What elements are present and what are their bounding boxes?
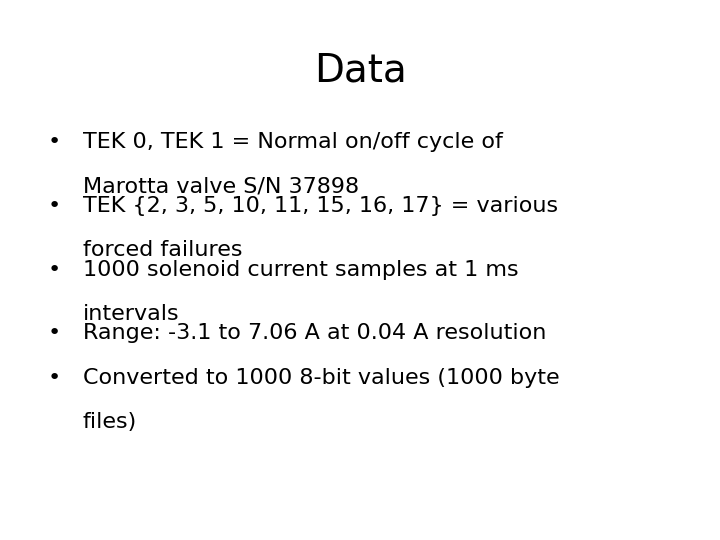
Text: files): files) (83, 412, 137, 432)
Text: intervals: intervals (83, 304, 179, 324)
Text: TEK {2, 3, 5, 10, 11, 15, 16, 17} = various: TEK {2, 3, 5, 10, 11, 15, 16, 17} = vari… (83, 196, 558, 216)
Text: •: • (48, 260, 60, 280)
Text: forced failures: forced failures (83, 240, 243, 260)
Text: TEK 0, TEK 1 = Normal on/off cycle of: TEK 0, TEK 1 = Normal on/off cycle of (83, 132, 503, 152)
Text: •: • (48, 368, 60, 388)
Text: Marotta valve S/N 37898: Marotta valve S/N 37898 (83, 177, 359, 197)
Text: Range: -3.1 to 7.06 A at 0.04 A resolution: Range: -3.1 to 7.06 A at 0.04 A resoluti… (83, 323, 546, 343)
Text: Converted to 1000 8-bit values (1000 byte: Converted to 1000 8-bit values (1000 byt… (83, 368, 559, 388)
Text: •: • (48, 323, 60, 343)
Text: Data: Data (314, 51, 406, 89)
Text: •: • (48, 196, 60, 216)
Text: •: • (48, 132, 60, 152)
Text: 1000 solenoid current samples at 1 ms: 1000 solenoid current samples at 1 ms (83, 260, 518, 280)
